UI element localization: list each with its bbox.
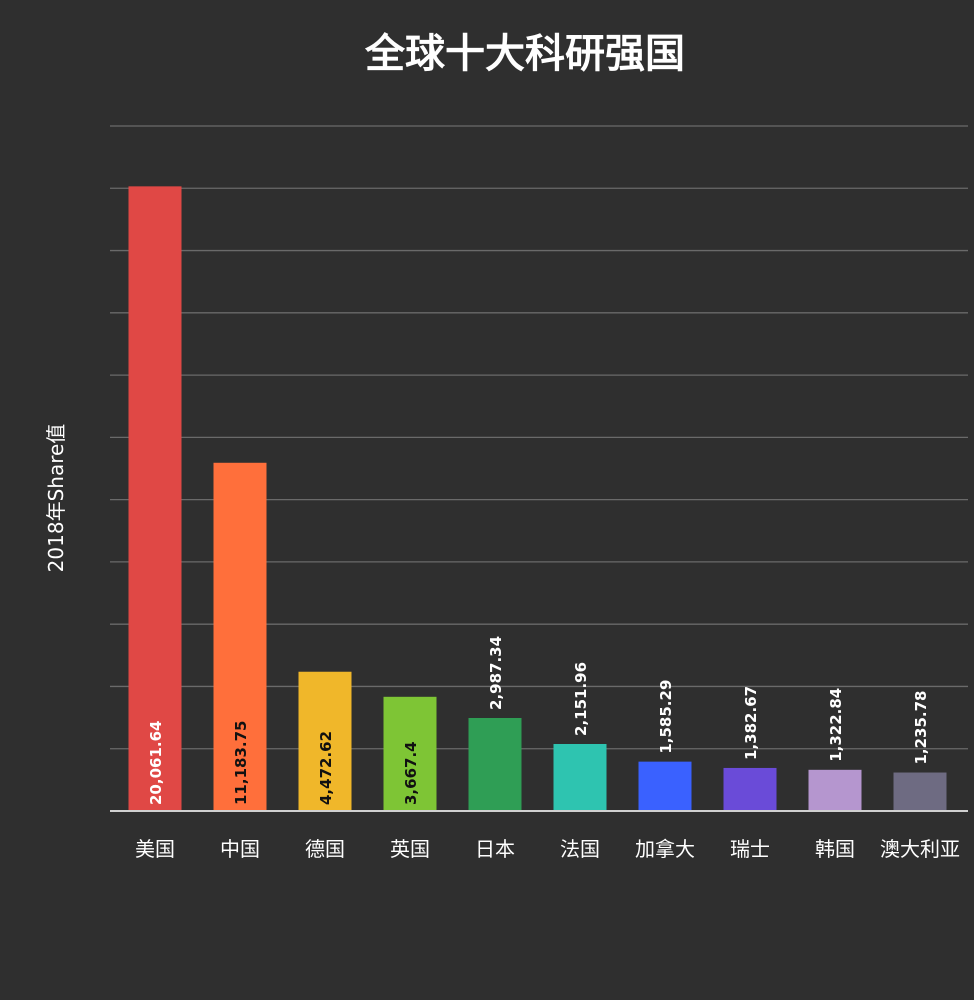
data-label: 1,382.67 xyxy=(742,686,760,760)
y-axis-label: 2018年Share值 xyxy=(44,424,68,573)
category-labels: 美国 中国 德国 英国 日本 法国 加拿大 瑞士 韩国 澳大利亚 xyxy=(135,837,960,861)
data-label: 1,235.78 xyxy=(912,690,930,764)
bar xyxy=(383,696,437,811)
data-label: 4,472.62 xyxy=(317,731,335,805)
data-label: 2,151.96 xyxy=(572,662,590,736)
bar xyxy=(808,769,862,811)
x-tick-label: 韩国 xyxy=(815,837,855,861)
bar xyxy=(723,767,777,811)
bars: 20,061.64 11,183.75 4,472.62 3,667.4 2,987.3… xyxy=(128,186,947,811)
x-tick-label: 中国 xyxy=(220,837,260,861)
bar xyxy=(128,186,182,811)
data-label: 3,667.4 xyxy=(402,741,420,805)
x-tick-label: 英国 xyxy=(390,837,430,861)
bar xyxy=(893,772,947,811)
bar xyxy=(638,761,692,811)
x-tick-label: 日本 xyxy=(475,837,515,861)
data-label: 1,585.29 xyxy=(657,680,675,754)
data-label: 11,183.75 xyxy=(232,721,250,805)
x-tick-label: 美国 xyxy=(135,837,175,861)
x-tick-label: 加拿大 xyxy=(635,837,695,861)
data-label: 2,987.34 xyxy=(487,636,505,710)
data-label: 20,061.64 xyxy=(147,721,165,805)
bar xyxy=(553,743,607,811)
bar xyxy=(213,462,267,811)
x-tick-label: 德国 xyxy=(305,837,345,861)
x-tick-label: 澳大利亚 xyxy=(880,837,960,861)
chart-title: 全球十大科研强国 xyxy=(364,31,685,77)
data-label: 1,322.84 xyxy=(827,688,845,762)
x-tick-label: 法国 xyxy=(560,837,600,861)
x-tick-label: 瑞士 xyxy=(730,837,770,861)
bar xyxy=(298,671,352,811)
bar xyxy=(468,717,522,811)
